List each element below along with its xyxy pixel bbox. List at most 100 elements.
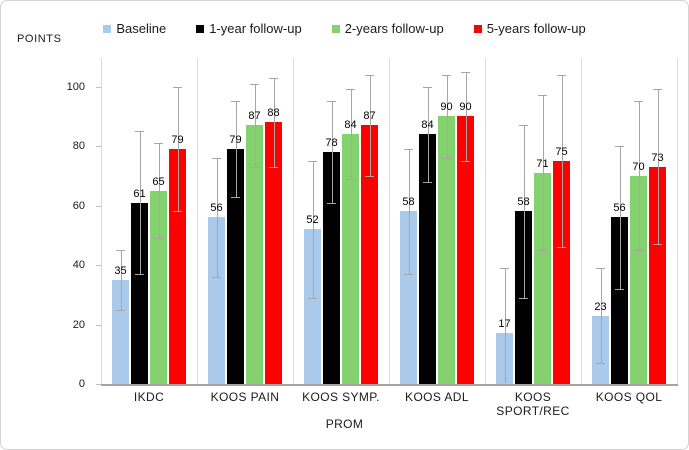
error-bar-bottom-cap — [634, 250, 643, 252]
bar-value-label: 78 — [325, 136, 338, 149]
bar — [438, 116, 455, 384]
bar-value-label: 23 — [594, 300, 607, 313]
bar-value-label: 58 — [517, 196, 530, 209]
bar-value-label: 71 — [536, 157, 549, 170]
legend-item: 1-year follow-up — [196, 21, 302, 36]
legend-swatch-icon — [196, 24, 205, 33]
error-bar-top-cap — [212, 157, 221, 159]
error-bar-bottom-cap — [173, 211, 182, 213]
x-axis-line — [101, 384, 678, 386]
error-bar-top-cap — [615, 146, 624, 147]
legend-label: 2-years follow-up — [344, 21, 444, 36]
y-axis-line — [101, 58, 102, 384]
error-bar-top-cap — [423, 86, 432, 88]
bar — [131, 202, 148, 384]
error-bar-bottom-cap — [557, 247, 566, 249]
bar-value-label: 35 — [114, 264, 127, 277]
bar — [246, 125, 263, 384]
bar-value-label: 79 — [171, 133, 184, 146]
y-tick-label: 60 — [72, 200, 85, 212]
group-separator — [389, 58, 390, 384]
error-bar — [427, 86, 429, 182]
error-bar — [465, 71, 467, 161]
error-bar-bottom-cap — [461, 160, 470, 162]
bar — [227, 148, 244, 384]
bar — [304, 229, 321, 384]
error-bar — [331, 101, 333, 203]
y-tick-label: 100 — [66, 81, 85, 93]
error-bar-bottom-cap — [231, 196, 240, 198]
error-bar-top-cap — [653, 89, 662, 91]
error-bar — [177, 86, 179, 212]
legend-label: 5-years follow-up — [486, 21, 586, 36]
bar-value-label: 56 — [210, 202, 223, 215]
category-label: KOOS SPORT/REC — [496, 390, 570, 418]
error-bar — [619, 146, 621, 289]
error-bar-bottom-cap — [615, 288, 624, 290]
error-bar-top-cap — [327, 101, 336, 103]
y-tick-mark — [96, 146, 101, 147]
bar — [265, 122, 282, 384]
error-bar-bottom-cap — [135, 273, 144, 275]
legend-item: 2-years follow-up — [331, 21, 444, 36]
y-axis-title: POINTS — [17, 33, 62, 45]
error-bar — [350, 89, 352, 179]
error-bar — [408, 148, 410, 274]
error-bar-top-cap — [365, 74, 374, 76]
error-bar-top-cap — [116, 250, 125, 252]
error-bar-bottom-cap — [404, 273, 413, 275]
category-label: KOOS ADL — [405, 390, 469, 404]
error-bar-bottom-cap — [212, 276, 221, 278]
error-bar-bottom-cap — [346, 178, 355, 180]
legend-label: 1-year follow-up — [209, 21, 302, 36]
category-label: KOOS QOL — [595, 390, 663, 404]
bar-value-label: 58 — [402, 196, 415, 209]
error-bar — [446, 74, 448, 158]
bar-value-label: 87 — [248, 110, 261, 123]
bar-value-label: 61 — [133, 187, 146, 200]
bar-value-label: 75 — [555, 145, 568, 158]
bar — [208, 217, 225, 384]
error-bar-top-cap — [404, 148, 413, 150]
error-bar-top-cap — [250, 83, 259, 85]
legend-label: Baseline — [116, 21, 167, 36]
error-bar-bottom-cap — [653, 244, 662, 246]
bar — [323, 151, 340, 384]
legend: Baseline 1-year follow-up 2-years follow-u… — [1, 21, 688, 36]
error-bar-top-cap — [442, 74, 451, 76]
y-tick-mark — [96, 87, 101, 88]
bar — [419, 134, 436, 384]
error-bar-bottom-cap — [269, 166, 278, 168]
bar — [553, 160, 570, 384]
y-tick-mark — [96, 265, 101, 266]
bar-value-label: 52 — [306, 214, 319, 227]
bar — [361, 125, 378, 384]
error-bar-bottom-cap — [154, 238, 163, 240]
error-bar-top-cap — [461, 71, 470, 73]
bar — [342, 134, 359, 384]
bar-value-label: 56 — [613, 202, 626, 215]
error-bar-top-cap — [557, 74, 566, 76]
error-bar-top-cap — [538, 95, 547, 97]
y-tick-label: 0 — [78, 378, 85, 390]
y-tick-label: 80 — [72, 140, 85, 152]
error-bar-bottom-cap — [519, 297, 528, 299]
bar-value-label: 90 — [440, 101, 453, 114]
legend-item: Baseline — [103, 21, 166, 36]
bar — [611, 217, 628, 384]
group-separator — [197, 58, 198, 384]
error-bar-bottom-cap — [538, 250, 547, 252]
error-bar — [638, 101, 640, 251]
bar — [630, 175, 647, 384]
error-bar — [273, 77, 275, 167]
bar-value-label: 90 — [459, 101, 472, 114]
bar — [457, 116, 474, 384]
error-bar-top-cap — [634, 101, 643, 103]
bar-value-label: 17 — [498, 318, 511, 331]
bar — [400, 211, 417, 384]
error-bar-bottom-cap — [423, 181, 432, 183]
bar-value-label: 88 — [267, 107, 280, 120]
y-tick-mark — [96, 384, 101, 385]
error-bar-bottom-cap — [365, 175, 374, 177]
